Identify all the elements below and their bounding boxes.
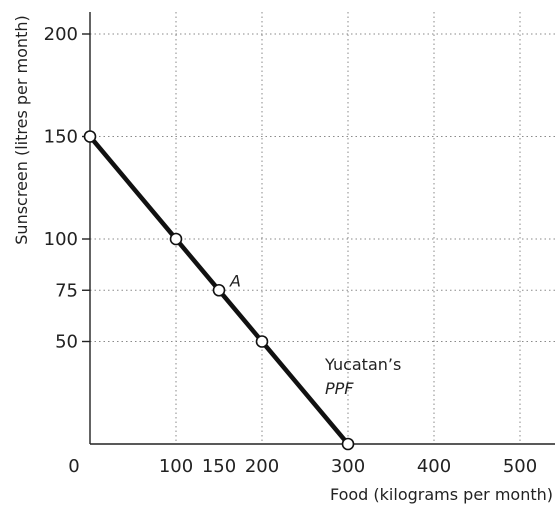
x-tick-label: 150 <box>202 456 236 477</box>
point-label: A <box>229 271 241 290</box>
y-tick-label: 75 <box>55 280 78 301</box>
data-point <box>83 130 97 143</box>
data-point <box>255 335 269 348</box>
origin-label: 0 <box>68 456 79 477</box>
x-tick-label: 200 <box>245 456 279 477</box>
axes <box>82 12 555 445</box>
grid-lines <box>90 12 555 444</box>
x-tick-label: 500 <box>503 456 537 477</box>
data-points: A <box>83 130 355 451</box>
x-axis-title: Food (kilograms per month) <box>330 485 553 504</box>
curve-label-line1: Yucatan’s <box>324 355 401 374</box>
data-point <box>169 232 183 246</box>
y-tick-label: 150 <box>44 127 78 148</box>
tick-labels: 50 75 100 150 200 100 150 200 300 400 500 <box>44 24 538 477</box>
data-point <box>212 283 226 297</box>
x-tick-label: 300 <box>331 456 365 477</box>
y-tick-label: 100 <box>44 229 78 250</box>
y-tick-label: 50 <box>55 332 78 353</box>
y-tick-label: 200 <box>44 24 78 45</box>
y-axis-title: Sunscreen (litres per month) <box>12 15 31 244</box>
x-tick-label: 400 <box>417 456 451 477</box>
data-point <box>341 437 355 451</box>
curve-label-line2: PPF <box>325 379 354 398</box>
x-tick-label: 100 <box>159 456 193 477</box>
